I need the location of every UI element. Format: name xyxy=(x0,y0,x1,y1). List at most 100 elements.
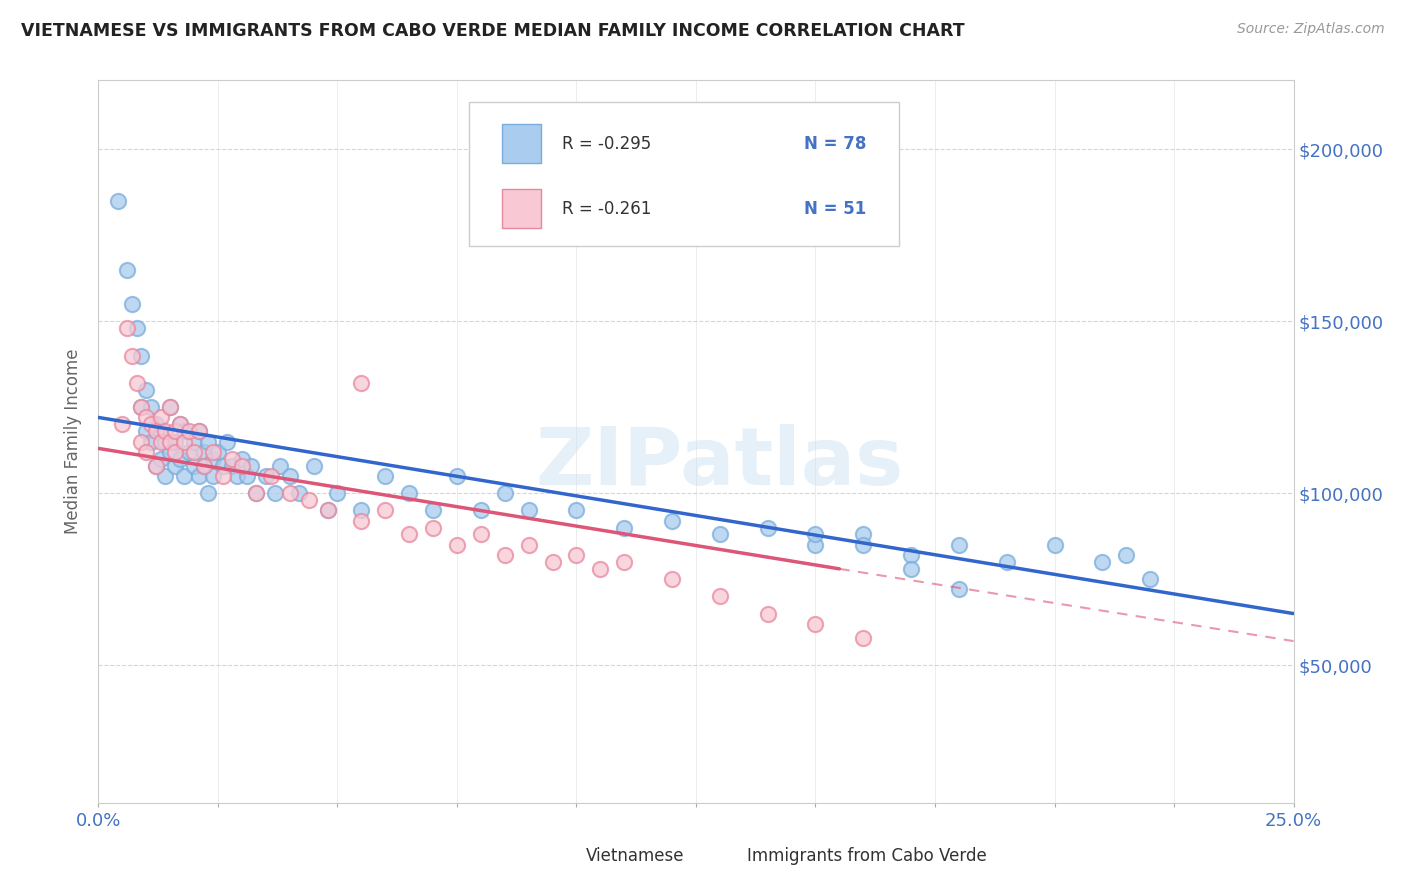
Point xyxy=(589,562,612,576)
Point xyxy=(211,458,233,473)
Point xyxy=(145,424,167,438)
Point xyxy=(326,486,349,500)
Point xyxy=(852,538,875,552)
Point xyxy=(163,458,186,473)
Point xyxy=(155,424,177,438)
Point xyxy=(115,321,138,335)
Point xyxy=(226,469,249,483)
Point xyxy=(350,514,373,528)
Point xyxy=(149,424,172,438)
Point xyxy=(202,445,225,459)
Point xyxy=(316,503,339,517)
Point xyxy=(298,493,321,508)
Point xyxy=(145,417,167,432)
Point xyxy=(1139,572,1161,586)
Point xyxy=(350,503,373,517)
Point xyxy=(159,434,181,449)
FancyBboxPatch shape xyxy=(470,102,900,246)
Point xyxy=(221,451,243,466)
Point xyxy=(948,582,970,597)
Point xyxy=(900,548,922,562)
Text: N = 78: N = 78 xyxy=(804,135,866,153)
Point xyxy=(183,458,205,473)
Point xyxy=(259,469,281,483)
Point xyxy=(131,400,153,414)
Point xyxy=(131,434,153,449)
Point xyxy=(135,445,157,459)
Point xyxy=(278,469,301,483)
FancyBboxPatch shape xyxy=(502,188,541,228)
Point xyxy=(446,538,468,552)
Point xyxy=(709,590,731,604)
Point xyxy=(470,503,492,517)
Point xyxy=(121,297,143,311)
Point xyxy=(183,434,205,449)
Point xyxy=(149,434,172,449)
Point xyxy=(159,445,181,459)
Point xyxy=(302,458,325,473)
Y-axis label: Median Family Income: Median Family Income xyxy=(65,349,83,534)
Point xyxy=(169,417,191,432)
Point xyxy=(173,434,195,449)
Point xyxy=(422,503,444,517)
Text: N = 51: N = 51 xyxy=(804,200,866,218)
Point xyxy=(422,520,444,534)
Point xyxy=(169,451,191,466)
Point xyxy=(756,520,779,534)
Point xyxy=(231,451,253,466)
Point xyxy=(211,469,233,483)
Point xyxy=(374,469,396,483)
Point xyxy=(155,434,177,449)
Point xyxy=(193,458,215,473)
Point xyxy=(756,607,779,621)
Point xyxy=(139,434,162,449)
Point xyxy=(995,555,1018,569)
Point xyxy=(613,520,636,534)
Point xyxy=(661,572,683,586)
Point xyxy=(125,376,148,390)
Point xyxy=(163,445,186,459)
Point xyxy=(269,458,291,473)
Text: R = -0.295: R = -0.295 xyxy=(562,135,651,153)
Point xyxy=(1115,548,1137,562)
Point xyxy=(264,486,287,500)
Point xyxy=(254,469,277,483)
Point xyxy=(565,503,588,517)
Point xyxy=(804,538,827,552)
Point xyxy=(613,555,636,569)
Point xyxy=(398,527,420,541)
Point xyxy=(169,417,191,432)
Point xyxy=(207,445,229,459)
Point xyxy=(163,424,186,438)
Point xyxy=(245,486,267,500)
FancyBboxPatch shape xyxy=(502,124,541,163)
Point xyxy=(131,349,153,363)
Point xyxy=(115,262,138,277)
Point xyxy=(948,538,970,552)
Point xyxy=(173,424,195,438)
Point xyxy=(163,434,186,449)
Point xyxy=(217,434,239,449)
Point xyxy=(446,469,468,483)
Point xyxy=(155,469,177,483)
Text: Vietnamese: Vietnamese xyxy=(586,847,685,864)
Point xyxy=(145,458,167,473)
Point xyxy=(187,469,209,483)
Point xyxy=(187,424,209,438)
Text: ZIPatlas: ZIPatlas xyxy=(536,425,904,502)
Point xyxy=(121,349,143,363)
Point xyxy=(135,424,157,438)
Point xyxy=(494,548,516,562)
Point xyxy=(661,514,683,528)
Point xyxy=(202,451,225,466)
Point xyxy=(187,424,209,438)
FancyBboxPatch shape xyxy=(553,845,579,866)
Point xyxy=(135,383,157,397)
Point xyxy=(852,631,875,645)
Point xyxy=(231,458,253,473)
Point xyxy=(804,616,827,631)
Point xyxy=(288,486,311,500)
Point xyxy=(135,410,157,425)
Point xyxy=(197,434,219,449)
Point xyxy=(240,458,263,473)
